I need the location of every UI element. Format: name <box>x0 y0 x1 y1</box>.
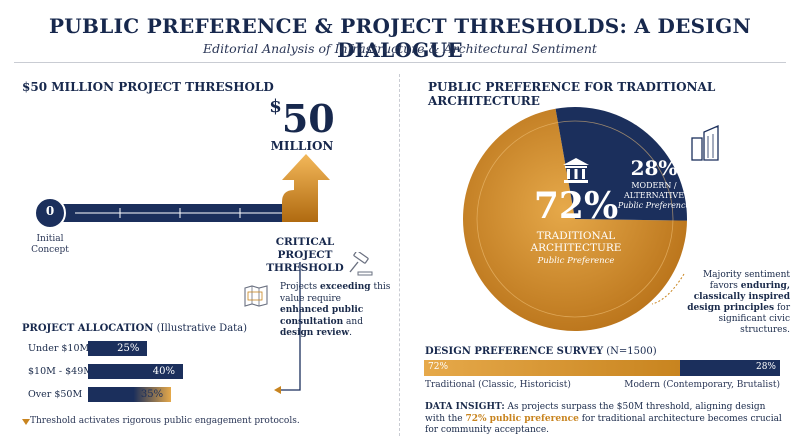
note-emphasis: design review <box>280 328 350 338</box>
modern-building-icon <box>691 125 719 161</box>
survey-heading-rest: (N=1500) <box>603 346 657 357</box>
page-title: PUBLIC PREFERENCE & PROJECT THRESHOLDS: … <box>48 14 752 62</box>
survey-bar: 72% 28% <box>424 360 780 376</box>
data-insight: DATA INSIGHT: As projects surpass the $5… <box>425 402 787 437</box>
modern-line1: MODERN / <box>631 181 677 190</box>
side-note-leader <box>651 273 685 305</box>
insight-label: DATA INSIGHT: <box>425 402 505 412</box>
start-label-line1: Initial <box>36 234 64 244</box>
page-subtitle: Editorial Analysis of Infrastructure & A… <box>203 41 597 56</box>
preference-heading: PUBLIC PREFERENCE FOR TRADITIONAL ARCHIT… <box>428 80 716 108</box>
traditional-line1: TRADITIONAL <box>536 230 616 242</box>
threshold-note: Projects exceeding this value require en… <box>280 282 392 340</box>
side-note-text: for significant civic structures. <box>718 303 790 335</box>
start-node <box>34 197 66 229</box>
side-note-emphasis: enduring, classically inspired design pr… <box>687 281 790 313</box>
allocation-heading-bold: PROJECT ALLOCATION <box>22 323 154 334</box>
header-divider <box>14 62 786 63</box>
threshold-connector <box>274 262 301 394</box>
preference-pie <box>463 107 687 332</box>
critical-threshold-label: CRITICAL PROJECT THRESHOLD <box>250 236 360 275</box>
note-text: Projects <box>280 282 321 292</box>
allocation-bar-value: 25% <box>117 343 140 354</box>
allocation-bar: 35% <box>88 387 172 402</box>
side-note-text: Majority sentiment favors <box>702 270 790 291</box>
pie-slice-modern <box>555 107 687 221</box>
allocation-footnote: Threshold activates rigorous public enga… <box>30 416 300 426</box>
allocation-heading: PROJECT ALLOCATION (Illustrative Data) <box>22 323 247 334</box>
allocation-bar: 40% <box>88 364 183 379</box>
survey-heading: DESIGN PREFERENCE SURVEY (N=1500) <box>425 346 657 357</box>
traditional-line2: ARCHITECTURE <box>530 242 622 254</box>
pie-slice-traditional <box>463 108 687 332</box>
threshold-timeline <box>34 154 330 229</box>
survey-traditional-segment: 72% <box>424 360 681 376</box>
allocation-heading-rest: (Illustrative Data) <box>153 323 248 334</box>
blueprint-icon <box>244 285 268 307</box>
note-text: this value require <box>280 282 391 304</box>
allocation-bar-value: 40% <box>152 366 175 377</box>
traditional-value: 72% <box>533 185 619 227</box>
temple-icon <box>563 158 589 183</box>
footnote-marker-icon <box>22 419 30 425</box>
allocation-row-label: $10M - $49M <box>28 366 93 377</box>
note-emphasis: enhanced public consultation <box>280 305 364 327</box>
dollar-sign: $ <box>269 96 282 117</box>
survey-left-label: Traditional (Classic, Historicist) <box>425 380 571 390</box>
note-text: and <box>343 316 363 327</box>
survey-modern-segment: 28% <box>680 360 780 376</box>
survey-right-value: 28% <box>755 362 776 372</box>
threshold-amount: $50 <box>262 96 342 141</box>
allocation-row-label: Over $50M <box>28 389 83 400</box>
survey-left-value: 72% <box>428 362 449 372</box>
gavel-icon <box>349 252 373 276</box>
traditional-sub: Public Preference <box>537 256 615 266</box>
insight-highlight: 72% public preference <box>465 413 579 424</box>
modern-value: 28% <box>630 156 678 180</box>
upward-arrow-icon <box>282 154 330 222</box>
start-label-line2: Concept <box>31 245 69 255</box>
allocation-bar: 25% <box>88 341 148 356</box>
critical-line1: CRITICAL PROJECT <box>275 236 335 261</box>
column-divider <box>399 74 400 436</box>
insight-text: for traditional architecture becomes cru… <box>425 413 782 436</box>
start-value: 0 <box>45 204 55 218</box>
survey-heading-bold: DESIGN PREFERENCE SURVEY <box>425 346 604 357</box>
threshold-heading: $50 MILLION PROJECT THRESHOLD <box>22 80 274 94</box>
traditional-label: TRADITIONAL ARCHITECTURE Public Preferen… <box>520 230 632 267</box>
critical-line2: THRESHOLD <box>266 262 344 274</box>
amount-number: 50 <box>281 96 335 141</box>
modern-label: MODERN / ALTERNATIVE Public Preference <box>614 181 694 211</box>
modern-sub: Public Preference <box>617 201 691 210</box>
majority-note: Majority sentiment favors enduring, clas… <box>682 270 790 336</box>
allocation-bar-value: 35% <box>140 389 164 400</box>
note-emphasis: exceeding <box>320 282 371 292</box>
amount-unit: MILLION <box>270 139 334 153</box>
start-label: Initial Concept <box>22 234 78 256</box>
allocation-row-label: Under $10M <box>28 343 90 354</box>
modern-line2: ALTERNATIVE <box>623 191 685 200</box>
insight-text: As projects surpass the $50M threshold, … <box>425 402 766 424</box>
note-text: . <box>349 328 352 338</box>
survey-right-label: Modern (Contemporary, Brutalist) <box>624 380 780 390</box>
